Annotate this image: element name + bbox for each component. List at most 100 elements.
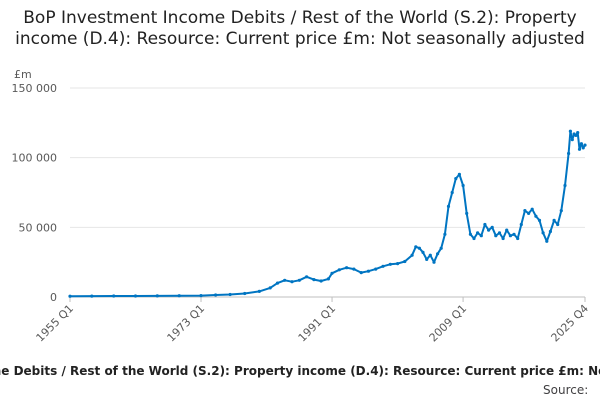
data-point[interactable]	[574, 133, 578, 137]
data-point[interactable]	[446, 204, 451, 208]
y-tick-label: 100 000	[12, 152, 58, 165]
data-point[interactable]	[90, 294, 94, 298]
data-point[interactable]	[497, 231, 502, 235]
data-point[interactable]	[461, 183, 465, 188]
data-point[interactable]	[494, 234, 498, 238]
data-point[interactable]	[512, 232, 516, 236]
data-point[interactable]	[432, 260, 436, 264]
data-point[interactable]	[567, 151, 571, 156]
data-point[interactable]	[388, 262, 392, 266]
data-point[interactable]	[476, 231, 480, 235]
data-point[interactable]	[501, 236, 505, 241]
data-point[interactable]	[68, 294, 72, 298]
data-point[interactable]	[527, 211, 531, 215]
data-point[interactable]	[155, 294, 159, 298]
data-point[interactable]	[552, 218, 556, 222]
data-point[interactable]	[359, 271, 363, 275]
data-point[interactable]	[579, 142, 584, 146]
data-point[interactable]	[483, 222, 487, 227]
x-tick-label: 1991 Q1	[296, 302, 339, 345]
series-line	[69, 130, 586, 298]
y-axis-unit-label: £m	[14, 68, 32, 81]
data-point[interactable]	[374, 267, 378, 271]
data-point[interactable]	[577, 147, 582, 151]
data-point[interactable]	[214, 293, 218, 297]
data-point[interactable]	[275, 281, 280, 285]
data-point[interactable]	[472, 236, 476, 241]
data-point[interactable]	[112, 294, 116, 298]
footer: BoP Investment Income Debits / Rest of t…	[0, 358, 600, 398]
data-point[interactable]	[290, 280, 294, 284]
data-point[interactable]	[345, 266, 349, 270]
x-tick-labels: 1955 Q1 1973 Q1 1991 Q1 2009 Q1 2025 Q4	[34, 297, 592, 345]
data-point[interactable]	[366, 269, 370, 273]
x-tick-label: 1973 Q1	[165, 302, 208, 345]
data-point[interactable]	[421, 250, 425, 254]
data-point[interactable]	[410, 253, 414, 257]
data-point[interactable]	[468, 232, 472, 236]
data-point[interactable]	[305, 275, 309, 279]
data-point[interactable]	[530, 207, 534, 211]
data-point[interactable]	[381, 264, 385, 268]
data-point[interactable]	[541, 231, 545, 235]
plot-area	[68, 129, 587, 298]
footer-series-label: BoP Investment Income Debits / Rest of t…	[0, 364, 600, 378]
data-point[interactable]	[465, 211, 469, 215]
data-point[interactable]	[337, 268, 341, 272]
data-point[interactable]	[490, 225, 494, 229]
data-point[interactable]	[534, 214, 538, 218]
data-point[interactable]	[352, 267, 356, 271]
data-point[interactable]	[457, 172, 461, 176]
data-point[interactable]	[516, 236, 520, 241]
data-point[interactable]	[312, 278, 316, 282]
data-point[interactable]	[519, 222, 523, 227]
data-point[interactable]	[505, 228, 509, 232]
chart-title: BoP Investment Income Debits / Rest of t…	[15, 8, 585, 49]
data-point[interactable]	[568, 129, 573, 133]
data-point[interactable]	[417, 246, 421, 250]
data-point[interactable]	[537, 218, 542, 222]
data-point[interactable]	[443, 232, 447, 236]
data-point[interactable]	[257, 289, 261, 293]
y-tick-label: 0	[50, 291, 57, 304]
data-point[interactable]	[177, 294, 181, 298]
data-point[interactable]	[439, 246, 443, 250]
data-point[interactable]	[487, 228, 491, 232]
data-point[interactable]	[319, 279, 323, 283]
data-point[interactable]	[403, 259, 407, 264]
data-point[interactable]	[330, 271, 334, 275]
data-point[interactable]	[414, 245, 418, 249]
data-point[interactable]	[576, 131, 580, 135]
data-point[interactable]	[450, 190, 454, 195]
data-point[interactable]	[548, 229, 553, 234]
source-label: Source:	[543, 383, 589, 397]
data-point[interactable]	[425, 257, 429, 261]
gridlines	[70, 87, 585, 298]
data-point[interactable]	[428, 253, 432, 257]
data-point[interactable]	[563, 183, 567, 188]
x-tick-label: 2025 Q4	[549, 302, 592, 345]
data-point[interactable]	[523, 209, 527, 213]
data-point[interactable]	[556, 222, 560, 227]
data-point[interactable]	[396, 262, 400, 266]
data-point[interactable]	[326, 277, 330, 281]
data-point[interactable]	[508, 234, 512, 238]
data-point[interactable]	[199, 294, 203, 298]
data-point[interactable]	[545, 239, 549, 243]
data-point[interactable]	[268, 286, 272, 290]
data-point[interactable]	[454, 177, 458, 181]
data-point[interactable]	[133, 294, 138, 298]
data-point[interactable]	[297, 278, 301, 282]
data-point[interactable]	[479, 234, 483, 238]
data-point[interactable]	[283, 278, 287, 282]
data-point[interactable]	[436, 252, 440, 256]
data-point[interactable]	[583, 143, 587, 147]
data-point[interactable]	[243, 291, 247, 296]
data-point[interactable]	[581, 146, 585, 150]
x-tick-label: 1955 Q1	[34, 302, 77, 345]
data-point[interactable]	[559, 209, 563, 213]
data-point[interactable]	[228, 292, 232, 297]
y-tick-labels: 0 50 000 100 000 150 000	[12, 82, 58, 304]
data-point[interactable]	[570, 138, 574, 142]
